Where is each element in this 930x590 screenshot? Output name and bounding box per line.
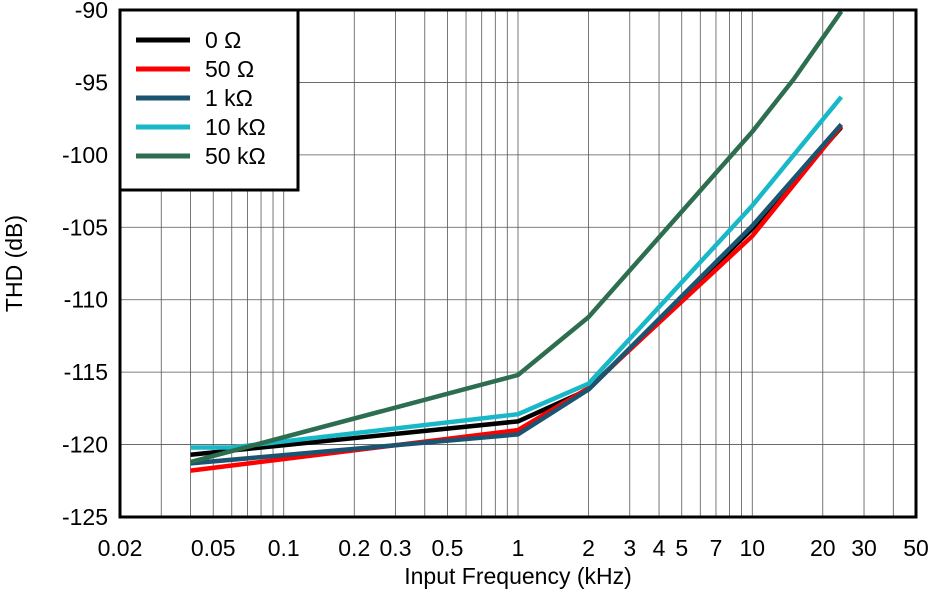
legend-label: 10 kΩ — [205, 114, 266, 140]
y-tick-label: -110 — [64, 287, 108, 313]
legend-label: 0 Ω — [205, 27, 241, 53]
series-line — [190, 95, 844, 450]
x-tick-label: 20 — [810, 535, 836, 561]
y-tick-label: -115 — [64, 359, 108, 385]
x-tick-label: 5 — [675, 535, 688, 561]
series-line — [189, 10, 844, 465]
x-tick-label: 4 — [653, 535, 666, 561]
x-tick-label: 0.1 — [268, 535, 300, 561]
legend-label: 50 Ω — [205, 56, 254, 82]
y-tick-label: -100 — [62, 142, 108, 168]
x-axis-ticks: 0.02 0.05 0.1 0.2 0.3 0.5 1 2 3 4 5 7 10 20 30 50 — [98, 535, 929, 561]
y-tick-label: -95 — [75, 69, 108, 95]
x-tick-label: 2 — [582, 535, 595, 561]
x-tick-label: 50 — [903, 535, 929, 561]
x-tick-label: 0.02 — [98, 535, 143, 561]
y-tick-label: -90 — [75, 0, 108, 23]
x-tick-label: 3 — [623, 535, 636, 561]
y-axis-ticks: -90 -95 -100 -105 -110 -115 -120 -125 — [62, 0, 108, 530]
x-tick-label: 0.3 — [380, 535, 412, 561]
x-tick-label: 0.05 — [191, 535, 236, 561]
y-tick-label: -120 — [62, 432, 108, 458]
x-tick-label: 7 — [710, 535, 723, 561]
y-axis-title: THD (dB) — [1, 215, 27, 312]
x-axis-title: Input Frequency (kHz) — [404, 563, 632, 589]
series-line — [190, 122, 843, 466]
legend: 0 Ω 50 Ω 1 kΩ 10 kΩ 50 kΩ — [118, 8, 300, 192]
x-tick-label: 30 — [851, 535, 877, 561]
x-tick-label: 0.2 — [338, 535, 370, 561]
y-tick-label: -125 — [62, 504, 108, 530]
x-tick-label: 10 — [739, 535, 765, 561]
plot-area-frame — [118, 8, 918, 519]
x-tick-label: 1 — [512, 535, 525, 561]
series-layer — [189, 10, 844, 473]
legend-label: 1 kΩ — [205, 85, 253, 111]
y-tick-label: -105 — [62, 214, 108, 240]
x-tick-label: 0.5 — [431, 535, 463, 561]
legend-label: 50 kΩ — [205, 143, 266, 169]
